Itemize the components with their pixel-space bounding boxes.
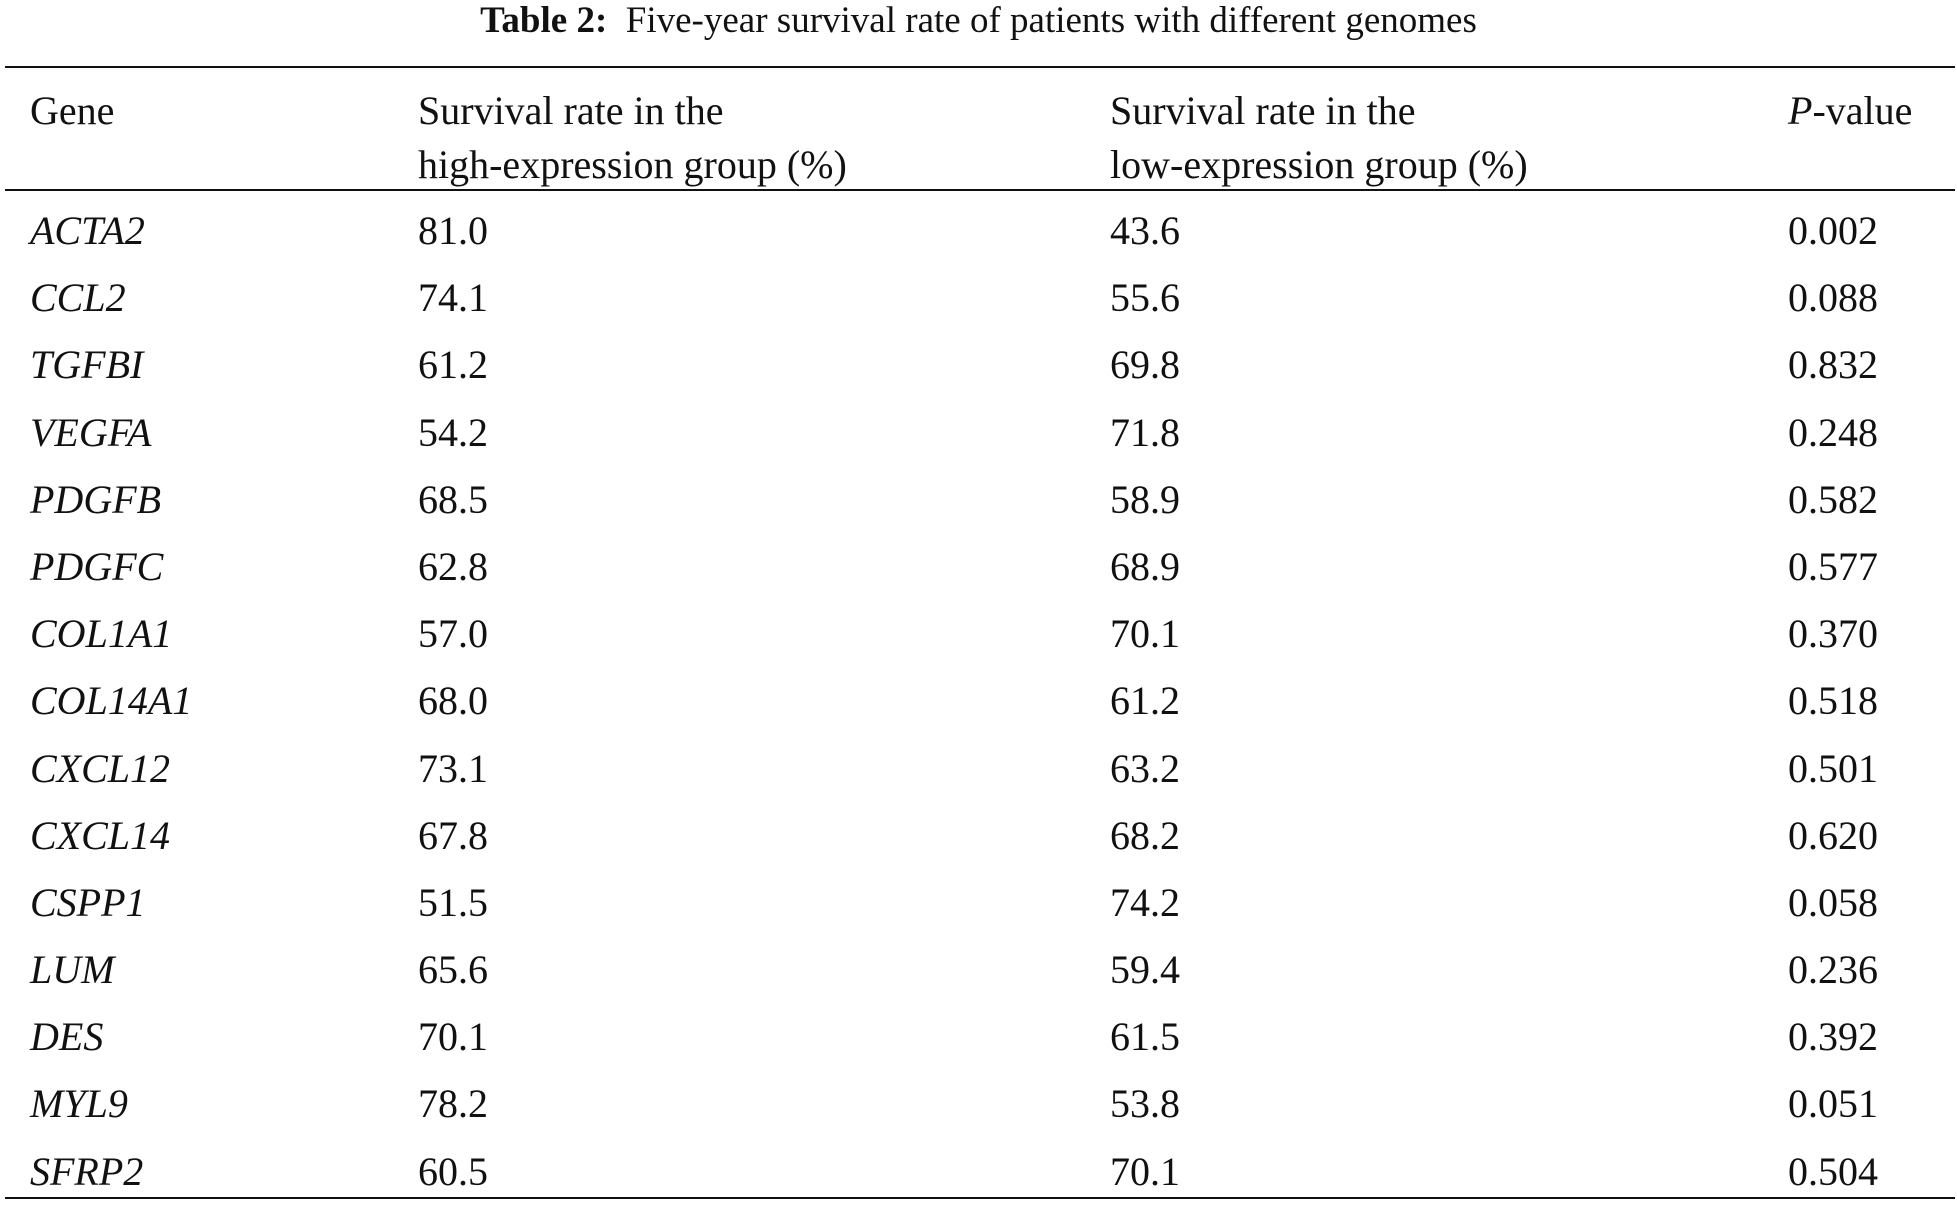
gene-cell: CCL2 bbox=[30, 275, 126, 321]
p-value-cell: 0.236 bbox=[1788, 947, 1878, 993]
high-expression-cell: 68.0 bbox=[418, 678, 488, 724]
header-p-suffix: -value bbox=[1812, 88, 1913, 133]
high-expression-cell: 54.2 bbox=[418, 409, 488, 455]
table-caption: Table 2: Five-year survival rate of pati… bbox=[0, 0, 1957, 44]
p-value-cell: 0.620 bbox=[1788, 812, 1878, 858]
header-gene-label: Gene bbox=[30, 88, 115, 133]
table-title: Five-year survival rate of patients with… bbox=[625, 0, 1477, 41]
table-row: COL1A1 57.0 70.1 0.370 bbox=[0, 600, 1957, 667]
p-value-cell: 0.051 bbox=[1788, 1081, 1878, 1127]
low-expression-cell: 71.8 bbox=[1110, 409, 1180, 455]
low-expression-cell: 68.9 bbox=[1110, 543, 1180, 589]
high-expression-cell: 67.8 bbox=[418, 812, 488, 858]
gene-cell: TGFBI bbox=[30, 342, 144, 388]
table-row: LUM 65.6 59.4 0.236 bbox=[0, 936, 1957, 1003]
p-value-cell: 0.501 bbox=[1788, 745, 1878, 791]
gene-cell: CSPP1 bbox=[30, 879, 146, 925]
table-row: MYL9 78.2 53.8 0.051 bbox=[0, 1070, 1957, 1137]
header-low-expression: Survival rate in the low-expression grou… bbox=[1110, 84, 1528, 192]
table-row: CXCL12 73.1 63.2 0.501 bbox=[0, 735, 1957, 802]
table-label: Table 2: bbox=[480, 0, 608, 41]
high-expression-cell: 57.0 bbox=[418, 611, 488, 657]
p-value-cell: 0.058 bbox=[1788, 879, 1878, 925]
header-high-expression: Survival rate in the high-expression gro… bbox=[418, 84, 847, 192]
header-high-line2: high-expression group (%) bbox=[418, 142, 847, 187]
p-value-cell: 0.392 bbox=[1788, 1014, 1878, 1060]
gene-cell: PDGFC bbox=[30, 543, 164, 589]
header-low-line2: low-expression group (%) bbox=[1110, 142, 1528, 187]
high-expression-cell: 78.2 bbox=[418, 1081, 488, 1127]
high-expression-cell: 74.1 bbox=[418, 275, 488, 321]
low-expression-cell: 74.2 bbox=[1110, 879, 1180, 925]
header-p-value: P-value bbox=[1788, 84, 1912, 138]
low-expression-cell: 59.4 bbox=[1110, 947, 1180, 993]
p-value-cell: 0.002 bbox=[1788, 208, 1878, 253]
header-high-line1: Survival rate in the bbox=[418, 88, 724, 133]
p-value-cell: 0.248 bbox=[1788, 409, 1878, 455]
table-header: Gene Survival rate in the high-expressio… bbox=[0, 84, 1957, 187]
low-expression-cell: 43.6 bbox=[1110, 208, 1180, 253]
table-row: CSPP1 51.5 74.2 0.058 bbox=[0, 869, 1957, 936]
table-row: DES 70.1 61.5 0.392 bbox=[0, 1003, 1957, 1070]
gene-cell: DES bbox=[30, 1014, 104, 1060]
p-value-cell: 0.577 bbox=[1788, 543, 1878, 589]
low-expression-cell: 63.2 bbox=[1110, 745, 1180, 791]
p-value-cell: 0.518 bbox=[1788, 678, 1878, 724]
p-value-cell: 0.582 bbox=[1788, 476, 1878, 522]
table-row: TGFBI 61.2 69.8 0.832 bbox=[0, 331, 1957, 398]
high-expression-cell: 68.5 bbox=[418, 476, 488, 522]
gene-cell: PDGFB bbox=[30, 476, 162, 522]
low-expression-cell: 58.9 bbox=[1110, 476, 1180, 522]
header-p-symbol: P bbox=[1788, 88, 1813, 133]
low-expression-cell: 61.2 bbox=[1110, 678, 1180, 724]
top-rule bbox=[5, 66, 1955, 68]
bottom-rule bbox=[5, 1197, 1955, 1199]
high-expression-cell: 73.1 bbox=[418, 745, 488, 791]
table-row: PDGFC 62.8 68.9 0.577 bbox=[0, 533, 1957, 600]
table-row: VEGFA 54.2 71.8 0.248 bbox=[0, 399, 1957, 466]
low-expression-cell: 69.8 bbox=[1110, 342, 1180, 388]
gene-cell: SFRP2 bbox=[30, 1148, 144, 1194]
p-value-cell: 0.832 bbox=[1788, 342, 1878, 388]
table-row: COL14A1 68.0 61.2 0.518 bbox=[0, 667, 1957, 734]
high-expression-cell: 81.0 bbox=[418, 208, 488, 253]
p-value-cell: 0.088 bbox=[1788, 275, 1878, 321]
gene-cell: CXCL12 bbox=[30, 745, 171, 791]
low-expression-cell: 70.1 bbox=[1110, 611, 1180, 657]
p-value-cell: 0.504 bbox=[1788, 1148, 1878, 1194]
gene-cell: VEGFA bbox=[30, 409, 152, 455]
high-expression-cell: 51.5 bbox=[418, 879, 488, 925]
gene-cell: LUM bbox=[30, 947, 115, 993]
low-expression-cell: 55.6 bbox=[1110, 275, 1180, 321]
header-gene: Gene bbox=[30, 84, 114, 138]
low-expression-cell: 68.2 bbox=[1110, 812, 1180, 858]
table-row: PDGFB 68.5 58.9 0.582 bbox=[0, 466, 1957, 533]
table-row: ACTA2 81.0 43.6 0.002 bbox=[0, 197, 1957, 264]
table-row: SFRP2 60.5 70.1 0.504 bbox=[0, 1138, 1957, 1205]
gene-cell: ACTA2 bbox=[30, 208, 145, 253]
gene-cell: COL14A1 bbox=[30, 678, 193, 724]
table-row: CXCL14 67.8 68.2 0.620 bbox=[0, 802, 1957, 869]
high-expression-cell: 60.5 bbox=[418, 1148, 488, 1194]
gene-cell: COL1A1 bbox=[30, 611, 173, 657]
high-expression-cell: 70.1 bbox=[418, 1014, 488, 1060]
high-expression-cell: 62.8 bbox=[418, 543, 488, 589]
table-body: ACTA2 81.0 43.6 0.002 CCL2 74.1 55.6 0.088 TGFBI… bbox=[0, 197, 1957, 1205]
low-expression-cell: 61.5 bbox=[1110, 1014, 1180, 1060]
low-expression-cell: 70.1 bbox=[1110, 1148, 1180, 1194]
low-expression-cell: 53.8 bbox=[1110, 1081, 1180, 1127]
high-expression-cell: 65.6 bbox=[418, 947, 488, 993]
gene-cell: CXCL14 bbox=[30, 812, 171, 858]
header-low-line1: Survival rate in the bbox=[1110, 88, 1416, 133]
header-rule bbox=[5, 189, 1955, 191]
table-row: CCL2 74.1 55.6 0.088 bbox=[0, 264, 1957, 331]
high-expression-cell: 61.2 bbox=[418, 342, 488, 388]
gene-cell: MYL9 bbox=[30, 1081, 128, 1127]
p-value-cell: 0.370 bbox=[1788, 611, 1878, 657]
